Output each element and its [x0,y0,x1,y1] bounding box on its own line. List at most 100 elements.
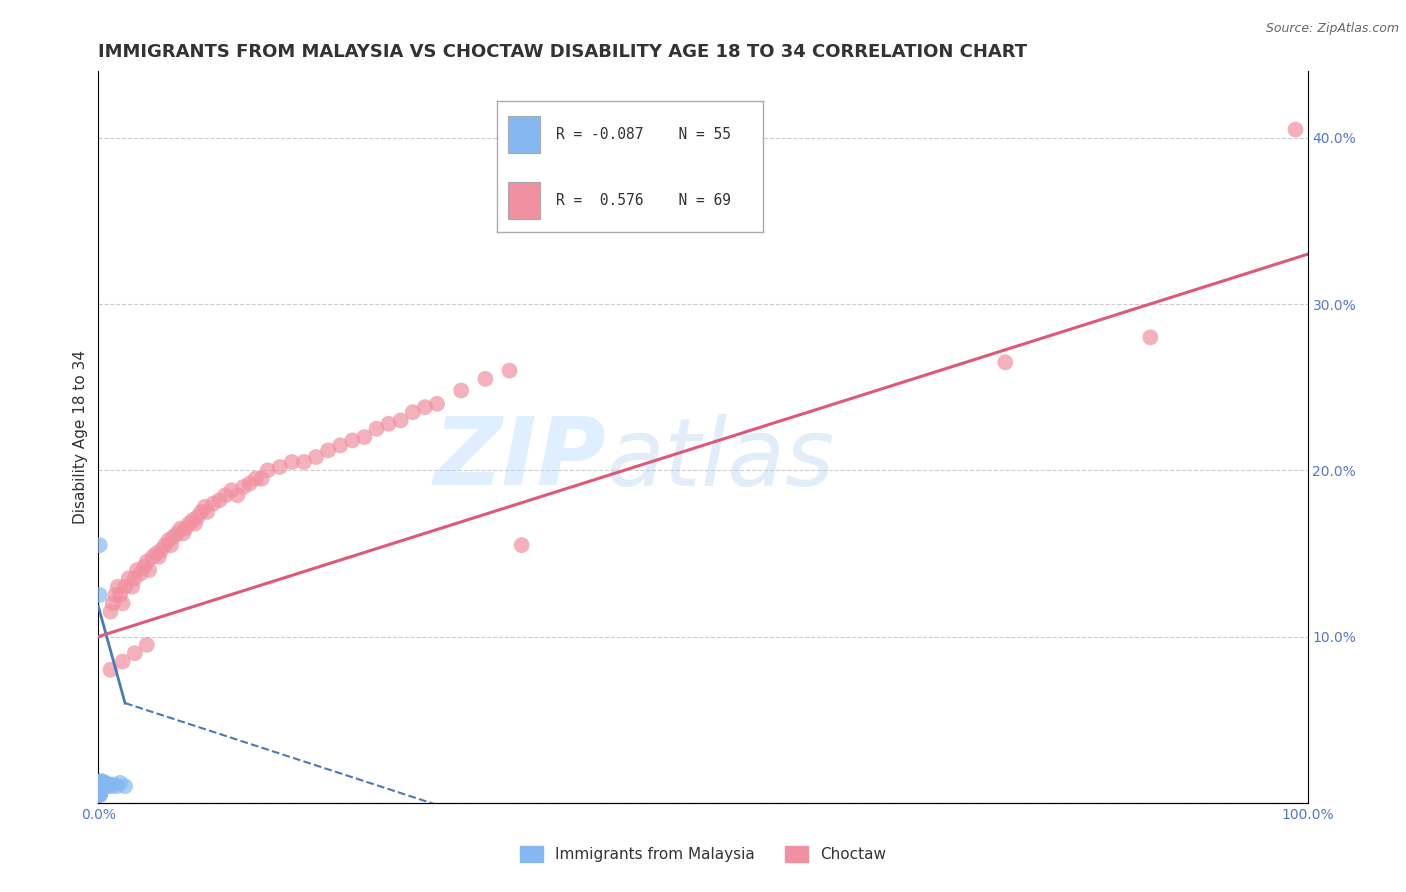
Point [377,417,399,431]
Point [202,497,225,511]
Point [90,776,112,790]
Point [89,788,111,802]
Point [101,596,124,610]
Point [89,788,111,802]
Point [89,788,111,802]
Point [510,538,533,552]
Point [104,588,127,602]
Point [150,543,173,558]
Point [184,516,207,531]
Point [100,663,122,677]
Point [269,460,291,475]
Point [256,463,278,477]
Point [89,538,111,552]
Point [134,559,156,574]
Point [89,788,111,802]
Point [89,788,111,802]
Point [101,778,124,792]
Point [181,513,204,527]
Point [89,788,111,802]
Point [329,438,352,452]
Text: atlas: atlas [606,414,835,505]
Point [108,776,131,790]
Text: IMMIGRANTS FROM MALAYSIA VS CHOCTAW DISABILITY AGE 18 TO 34 CORRELATION CHART: IMMIGRANTS FROM MALAYSIA VS CHOCTAW DISA… [98,44,1028,62]
Point [105,779,128,793]
Point [89,788,111,802]
Point [89,788,111,802]
Point [994,355,1017,369]
Point [157,533,180,548]
Point [127,563,149,577]
Point [118,571,141,585]
Point [91,778,114,792]
Point [90,774,112,789]
Point [1284,122,1306,136]
Point [316,443,339,458]
Point [413,400,436,414]
Point [89,788,111,802]
Point [342,434,364,448]
Legend: Immigrants from Malaysia, Choctaw: Immigrants from Malaysia, Choctaw [513,840,893,868]
Point [90,779,112,793]
Text: Source: ZipAtlas.com: Source: ZipAtlas.com [1265,22,1399,36]
Point [221,483,243,498]
Point [305,450,328,464]
Point [89,788,111,802]
Point [91,774,114,789]
Point [121,580,143,594]
Point [402,405,425,419]
Y-axis label: Disability Age 18 to 34: Disability Age 18 to 34 [73,350,89,524]
Point [179,516,201,531]
Point [89,788,111,802]
Point [89,788,111,802]
Point [239,476,262,491]
Point [153,538,176,552]
Point [160,538,183,552]
Point [89,788,111,802]
Point [142,549,165,564]
Point [187,509,209,524]
Point [208,493,231,508]
Point [148,549,170,564]
Point [96,779,118,793]
Text: ZIP: ZIP [433,413,606,505]
Point [172,526,194,541]
Point [135,638,157,652]
Point [91,779,114,793]
Point [1139,330,1161,344]
Point [114,779,136,793]
Point [174,521,197,535]
Point [281,455,304,469]
Point [89,788,111,802]
Point [91,778,114,792]
Point [89,788,111,802]
Point [89,788,111,802]
Point [91,776,114,790]
Point [135,555,157,569]
Point [162,530,184,544]
Point [124,646,146,660]
Point [100,779,122,793]
Point [138,563,160,577]
Point [292,455,315,469]
Point [498,363,520,377]
Point [250,472,273,486]
Point [89,788,111,802]
Point [89,788,111,802]
Point [114,580,136,594]
Point [214,488,236,502]
Point [145,546,167,560]
Point [389,413,412,427]
Point [89,788,111,802]
Point [124,571,146,585]
Point [89,788,111,802]
Point [232,480,254,494]
Point [245,472,267,486]
Point [111,655,134,669]
Point [93,779,115,793]
Point [195,505,218,519]
Point [226,488,249,502]
Point [426,397,449,411]
Point [90,779,112,793]
Point [90,779,112,793]
